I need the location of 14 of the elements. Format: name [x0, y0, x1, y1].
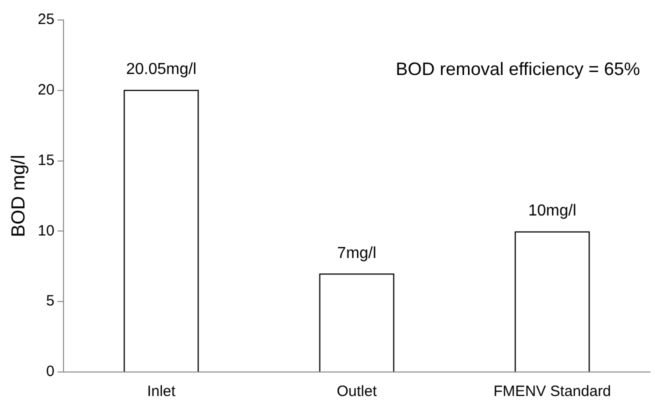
y-axis-title: BOD mg/l [8, 154, 30, 238]
y-tick-label: 15 [38, 152, 54, 169]
y-tick-label: 5 [46, 292, 54, 310]
annotation: BOD removal efficiency = 65% [396, 58, 640, 79]
y-tick-label: 25 [38, 11, 54, 28]
y-tick-label: 0 [46, 363, 54, 380]
x-tick-label: Inlet [147, 383, 176, 400]
x-tick-label: FMENV Standard [493, 383, 612, 400]
data-label: 20.05mg/l [126, 61, 196, 78]
y-tick-label: 20 [38, 82, 54, 99]
data-label: 10mg/l [528, 202, 576, 220]
x-tick-label: Outlet [336, 383, 378, 400]
y-tick-label: 10 [38, 222, 54, 240]
data-label: 7mg/l [337, 244, 376, 262]
